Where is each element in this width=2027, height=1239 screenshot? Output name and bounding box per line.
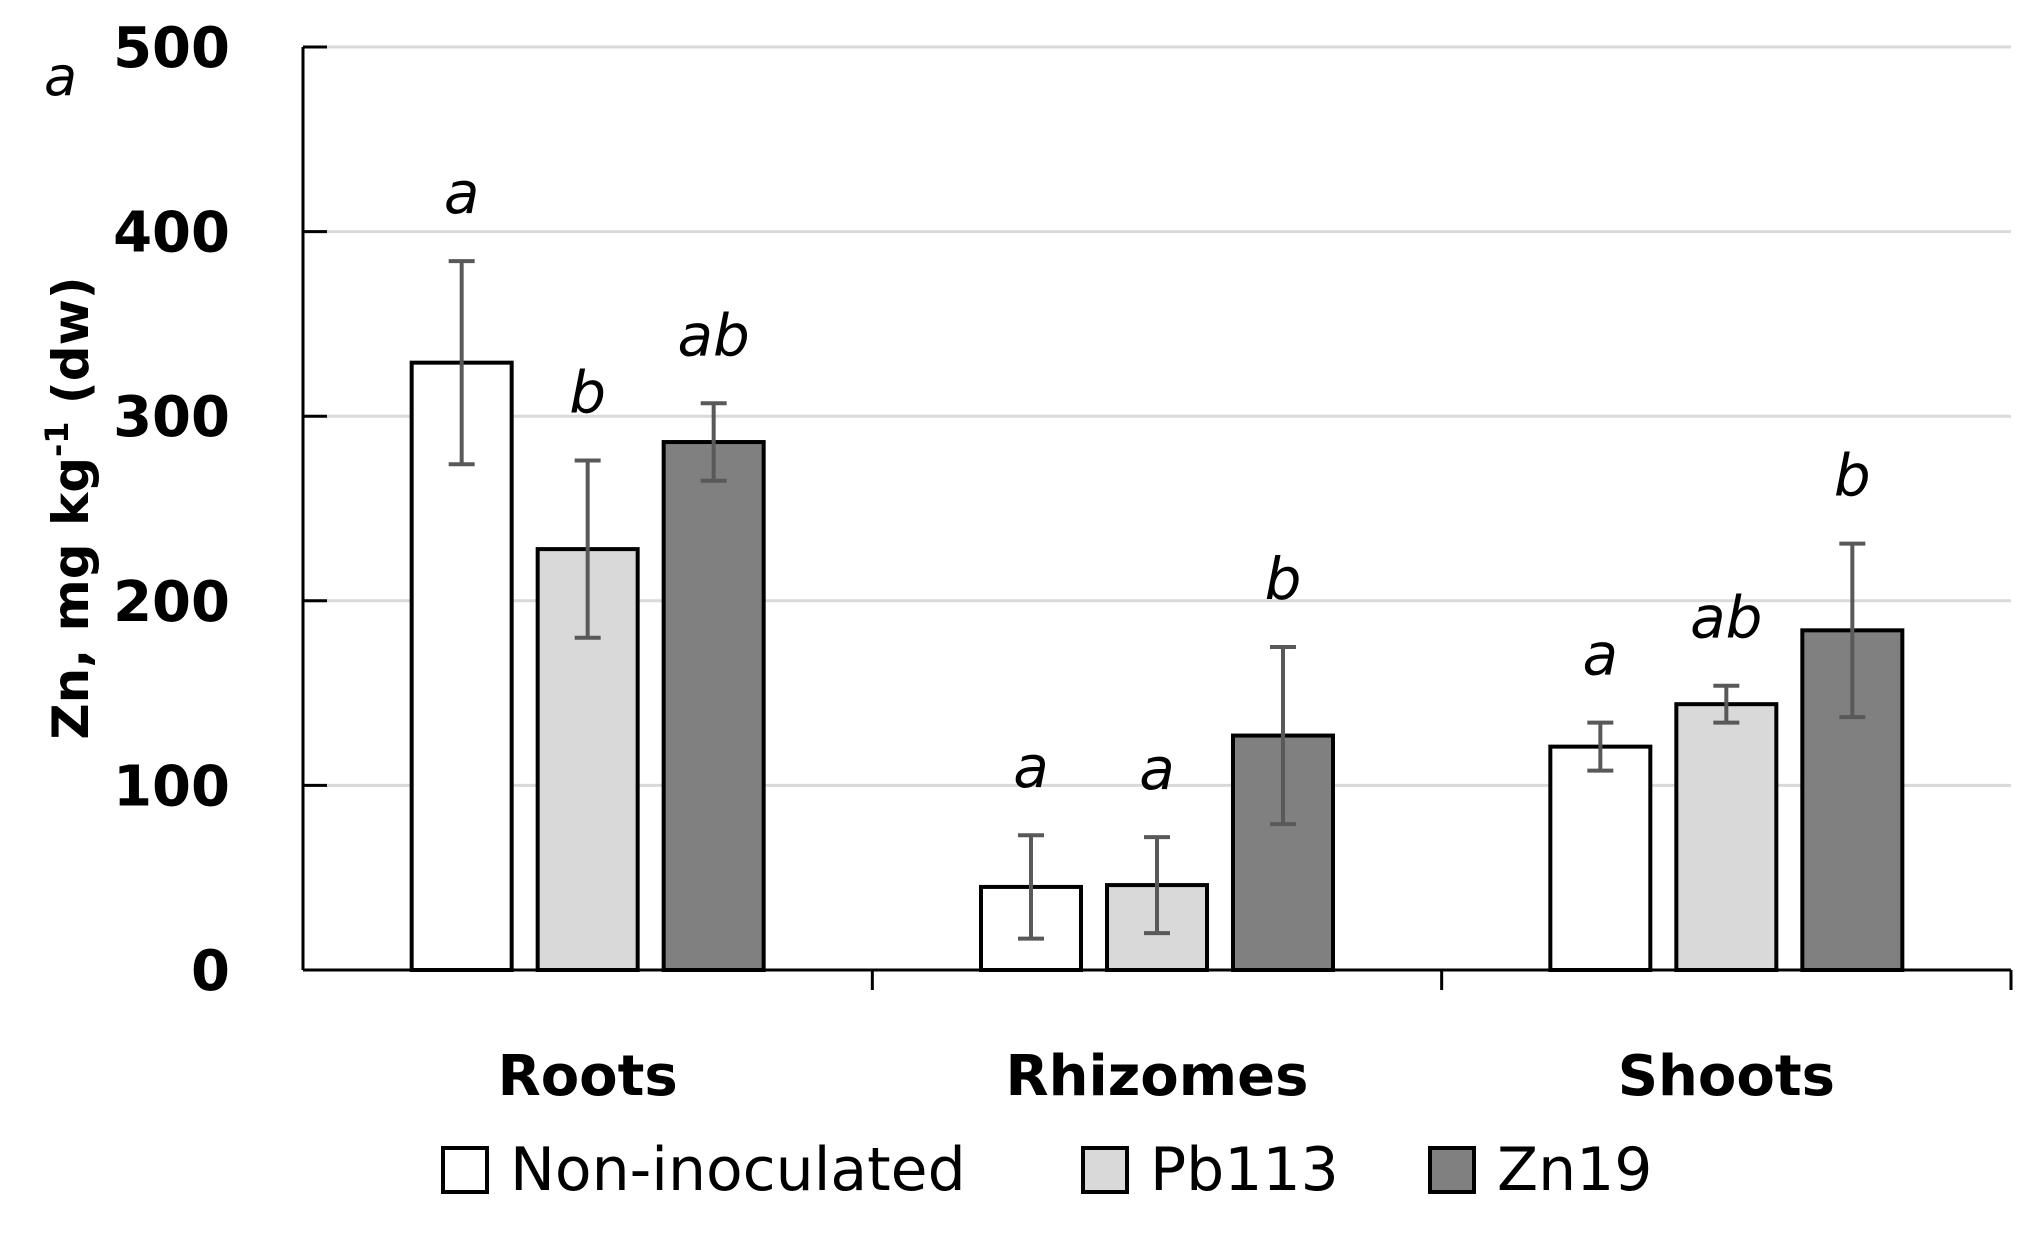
y-tick-label: 300 — [113, 385, 230, 450]
y-tick-label: 500 — [113, 16, 230, 81]
y-tick-label: 100 — [113, 754, 230, 819]
legend-swatch — [441, 1146, 489, 1194]
y-tick-label: 0 — [191, 939, 230, 1004]
y-axis-title: Zn, mg kg-1 (dw) — [38, 276, 100, 739]
significance-label: ab — [677, 301, 749, 369]
significance-label: a — [1013, 733, 1049, 801]
significance-label: b — [1834, 442, 1871, 510]
bar — [1548, 744, 1653, 972]
y-tick-label: 400 — [113, 201, 230, 266]
legend-swatch — [1428, 1146, 1476, 1194]
significance-label: ab — [1690, 584, 1762, 652]
error-bars — [448, 259, 1866, 941]
panel-label: a — [44, 45, 77, 108]
significance-label: a — [1583, 621, 1619, 689]
axes — [301, 45, 2013, 990]
category-label: Shoots — [1618, 1044, 1835, 1109]
y-tick-label: 200 — [113, 570, 230, 635]
legend: Non-inoculated Pb113 Zn19 — [441, 1135, 1652, 1205]
significance-label: b — [569, 359, 606, 427]
category-label: Roots — [498, 1044, 678, 1109]
significance-label: a — [444, 159, 480, 227]
significance-label: a — [1139, 735, 1175, 803]
bar — [661, 440, 766, 972]
legend-label: Pb113 — [1150, 1135, 1339, 1205]
bar — [1674, 702, 1779, 973]
legend-swatch — [1081, 1146, 1129, 1194]
legend-label: Non-inoculated — [510, 1135, 966, 1205]
y-tick-labels: 0 100 200 300 400 500 — [113, 16, 230, 1004]
category-label: Rhizomes — [1006, 1044, 1309, 1109]
category-labels: Roots Rhizomes Shoots — [498, 1044, 1835, 1109]
legend-label: Zn19 — [1497, 1135, 1652, 1205]
y-axis-label: Zn, mg kg-1 (dw) — [38, 276, 100, 739]
significance-label: b — [1265, 545, 1302, 613]
